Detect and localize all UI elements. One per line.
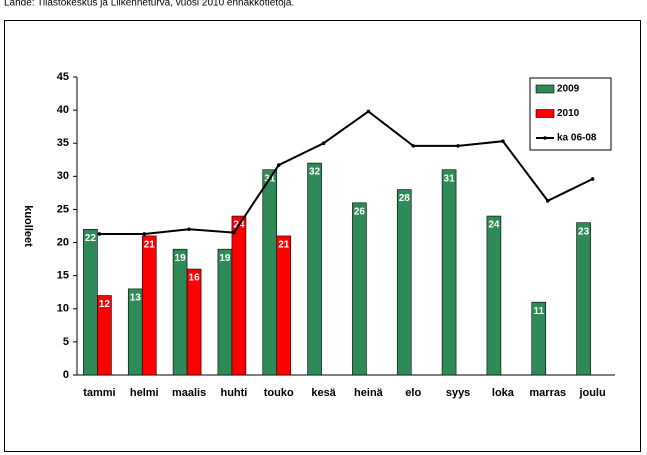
- line-point: [97, 232, 102, 236]
- line-series: [99, 110, 594, 235]
- line-point: [142, 232, 147, 236]
- data-label: 11: [533, 306, 544, 317]
- bar: [141, 235, 157, 376]
- data-label: 26: [354, 206, 366, 217]
- line-point: [545, 199, 550, 203]
- data-label: 21: [278, 240, 290, 251]
- y-axis-label: kuolleet: [22, 205, 34, 247]
- line-point: [590, 177, 595, 181]
- bar: [217, 248, 233, 376]
- data-label: 21: [144, 240, 156, 251]
- x-tick-label: kesä: [311, 387, 336, 399]
- data-label: 28: [399, 193, 411, 204]
- data-label: 24: [488, 220, 500, 231]
- data-label: 12: [99, 299, 111, 310]
- data-label: 22: [85, 233, 97, 244]
- bar: [531, 301, 547, 376]
- bar: [307, 162, 322, 376]
- legend-swatch: [535, 84, 555, 94]
- x-tick-label: maalis: [172, 387, 206, 399]
- x-tick-label: heinä: [354, 387, 384, 399]
- legend-label: ka 06-08: [557, 133, 597, 144]
- data-label: 13: [130, 293, 142, 304]
- x-tick-label: huhti: [220, 387, 247, 399]
- data-label: 31: [444, 173, 456, 184]
- data-label: 16: [189, 273, 201, 284]
- data-label: 19: [219, 253, 231, 264]
- x-tick-label: helmi: [130, 387, 159, 399]
- bar: [97, 295, 112, 376]
- line-point: [232, 230, 236, 235]
- bar: [83, 229, 98, 376]
- y-tick-label: 45: [57, 71, 69, 83]
- data-label: 23: [578, 226, 590, 237]
- legend-point: [543, 136, 547, 140]
- bar: [172, 248, 188, 376]
- y-tick-label: 0: [63, 369, 69, 381]
- y-tick-label: 20: [57, 236, 69, 248]
- x-tick-label: loka: [492, 387, 515, 399]
- y-tick-label: 35: [57, 137, 69, 149]
- data-label: 19: [175, 253, 187, 264]
- y-tick-label: 5: [63, 336, 69, 348]
- line-point: [276, 163, 281, 167]
- y-tick-label: 40: [57, 104, 69, 116]
- legend-label: 2009: [557, 84, 580, 95]
- x-tick-label: joulu: [578, 387, 605, 399]
- legend-swatch: [535, 109, 555, 118]
- x-tick-label: marras: [529, 387, 566, 399]
- y-tick-label: 10: [57, 303, 69, 315]
- chart-border: [4, 20, 641, 452]
- line-point: [366, 109, 371, 114]
- x-tick-label: touko: [264, 387, 294, 399]
- y-tick-label: 25: [57, 203, 69, 215]
- legend-label: 2010: [557, 108, 580, 119]
- bar: [396, 189, 412, 376]
- line-point: [501, 139, 505, 144]
- y-tick-label: 15: [57, 270, 69, 282]
- source-note: Lähde: Tilastokeskus ja Liikenneturva, v…: [4, 0, 294, 9]
- x-tick-label: tammi: [83, 387, 115, 399]
- bar: [186, 268, 202, 376]
- bar: [262, 169, 278, 376]
- line-point: [187, 227, 191, 232]
- bar: [486, 215, 502, 376]
- bar: [276, 235, 292, 376]
- x-tick-label: syys: [446, 387, 470, 399]
- bar: [352, 202, 367, 376]
- data-label: 32: [309, 167, 321, 178]
- line-point: [321, 141, 326, 146]
- bar: [231, 215, 247, 376]
- bar: [576, 222, 591, 376]
- bar: [441, 169, 457, 376]
- y-tick-label: 30: [57, 170, 69, 182]
- line-point: [411, 144, 416, 148]
- line-point: [456, 144, 460, 148]
- x-tick-label: elo: [405, 387, 421, 399]
